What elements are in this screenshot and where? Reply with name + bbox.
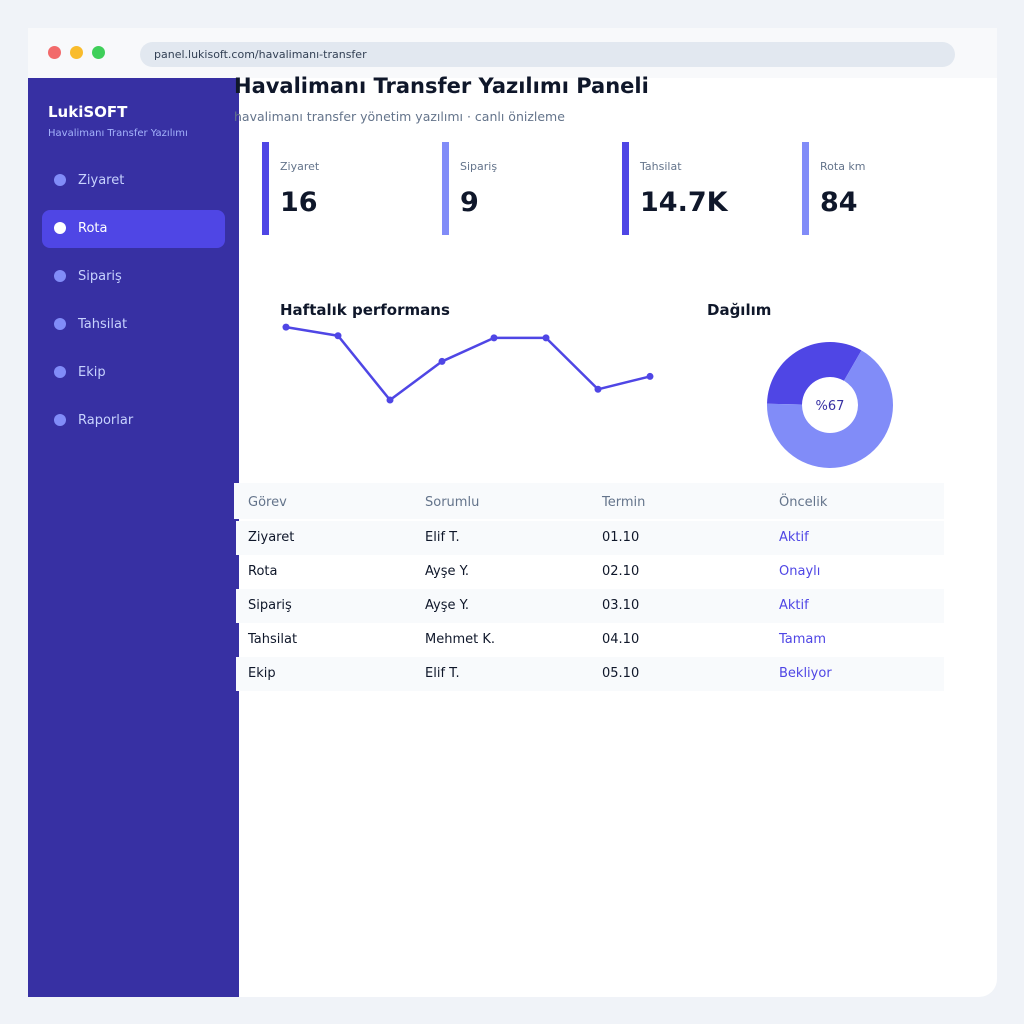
sidebar-item-label: Ziyaret — [78, 173, 125, 188]
cell-sorumlu: Ayşe Y. — [425, 564, 470, 579]
sidebar-item-ekip[interactable]: Ekip — [42, 354, 225, 392]
donut-center-label: %67 — [816, 399, 845, 414]
minimize-window-button[interactable] — [70, 46, 83, 59]
data-point — [490, 334, 498, 342]
cell-gorev: Sipariş — [248, 598, 292, 613]
cell-oncelik: Tamam — [779, 632, 827, 647]
cell-oncelik: Bekliyor — [779, 666, 832, 681]
sidebar-item-siparis[interactable]: Sipariş — [42, 258, 225, 296]
table-row[interactable]: Ziyaret Elif T. 01.10 Aktif — [236, 521, 944, 555]
sidebar-item-label: Sipariş — [78, 269, 122, 284]
donut-slice — [767, 350, 893, 468]
cell-termin: 04.10 — [602, 632, 640, 647]
cell-termin: 01.10 — [602, 530, 640, 545]
stat-value: 9 — [460, 187, 479, 218]
performance-chart-title: Haftalık performans — [280, 301, 450, 319]
stat-accent-bar — [442, 142, 449, 235]
table-row[interactable]: Ekip Elif T. 05.10 Bekliyor — [236, 657, 944, 691]
data-point — [542, 334, 550, 342]
nav-dot-icon — [54, 222, 66, 234]
column-header-sorumlu[interactable]: Sorumlu — [425, 495, 480, 510]
stat-card-rota-km: Rota km 84 — [802, 142, 972, 235]
stat-accent-bar — [622, 142, 629, 235]
stat-label: Sipariş — [460, 160, 498, 173]
sidebar-item-tahsilat[interactable]: Tahsilat — [42, 306, 225, 344]
browser-titlebar: panel.lukisoft.com/havalimanı-transfer — [28, 28, 997, 78]
cell-sorumlu: Ayşe Y. — [425, 598, 470, 613]
data-point — [386, 396, 394, 404]
cell-termin: 02.10 — [602, 564, 640, 579]
cell-gorev: Tahsilat — [248, 632, 298, 647]
cell-oncelik: Aktif — [779, 530, 809, 545]
column-header-termin[interactable]: Termin — [602, 495, 646, 510]
table-row[interactable]: Sipariş Ayşe Y. 03.10 Aktif — [236, 589, 944, 623]
brand-name: LukiSOFT — [48, 103, 128, 121]
sidebar-item-label: Raporlar — [78, 413, 134, 428]
nav-dot-icon — [54, 174, 66, 186]
distribution-donut-chart: %67 — [767, 342, 893, 468]
data-point — [282, 323, 290, 331]
sidebar-item-label: Rota — [78, 221, 108, 236]
sidebar-item-ziyaret[interactable]: Ziyaret — [42, 162, 225, 200]
brand-subtitle: Havalimanı Transfer Yazılımı — [48, 128, 188, 139]
sidebar-item-label: Tahsilat — [78, 317, 128, 332]
stat-label: Tahsilat — [640, 160, 682, 173]
stat-label: Rota km — [820, 160, 866, 173]
cell-termin: 05.10 — [602, 666, 640, 681]
cell-sorumlu: Elif T. — [425, 530, 460, 545]
data-point — [594, 385, 602, 393]
cell-oncelik: Aktif — [779, 598, 809, 613]
cell-gorev: Ekip — [248, 666, 276, 681]
cell-sorumlu: Mehmet K. — [425, 632, 496, 647]
table-header-row: Görev Sorumlu Termin Öncelik — [234, 483, 944, 519]
nav-dot-icon — [54, 318, 66, 330]
cell-gorev: Rota — [248, 564, 278, 579]
distribution-chart-title: Dağılım — [707, 301, 772, 319]
stat-card-tahsilat: Tahsilat 14.7K — [622, 142, 792, 235]
cell-sorumlu: Elif T. — [425, 666, 460, 681]
sidebar: LukiSOFT Havalimanı Transfer Yazılımı Zi… — [28, 78, 239, 997]
nav-dot-icon — [54, 414, 66, 426]
stat-value: 14.7K — [640, 187, 728, 218]
cell-gorev: Ziyaret — [248, 530, 295, 545]
stat-accent-bar — [802, 142, 809, 235]
stat-value: 16 — [280, 187, 318, 218]
data-point — [438, 357, 446, 365]
sidebar-item-raporlar[interactable]: Raporlar — [42, 402, 225, 440]
stat-label: Ziyaret — [280, 160, 320, 173]
table-row[interactable]: Tahsilat Mehmet K. 04.10 Tamam — [236, 623, 944, 657]
nav-dot-icon — [54, 270, 66, 282]
page-title: Havalimanı Transfer Yazılımı Paneli — [234, 74, 649, 98]
stat-card-ziyaret: Ziyaret 16 — [262, 142, 432, 235]
stat-value: 84 — [820, 187, 858, 218]
stat-card-siparis: Sipariş 9 — [442, 142, 612, 235]
maximize-window-button[interactable] — [92, 46, 105, 59]
column-header-oncelik[interactable]: Öncelik — [779, 495, 828, 510]
cell-oncelik: Onaylı — [779, 564, 821, 579]
performance-line-chart — [282, 323, 654, 404]
address-bar[interactable]: panel.lukisoft.com/havalimanı-transfer — [140, 42, 955, 67]
sidebar-item-rota[interactable]: Rota — [42, 210, 225, 248]
data-point — [646, 372, 654, 380]
page-subtitle: havalimanı transfer yönetim yazılımı · c… — [234, 109, 565, 124]
column-header-gorev[interactable]: Görev — [248, 495, 287, 510]
sidebar-item-label: Ekip — [78, 365, 106, 380]
data-point — [334, 332, 342, 340]
table-row[interactable]: Rota Ayşe Y. 02.10 Onaylı — [236, 555, 944, 589]
nav-dot-icon — [54, 366, 66, 378]
stat-accent-bar — [262, 142, 269, 235]
close-window-button[interactable] — [48, 46, 61, 59]
task-table: Görev Sorumlu Termin Öncelik Ziyaret Eli… — [234, 483, 944, 691]
cell-termin: 03.10 — [602, 598, 640, 613]
series-line — [285, 325, 651, 402]
donut-slice — [767, 342, 862, 405]
